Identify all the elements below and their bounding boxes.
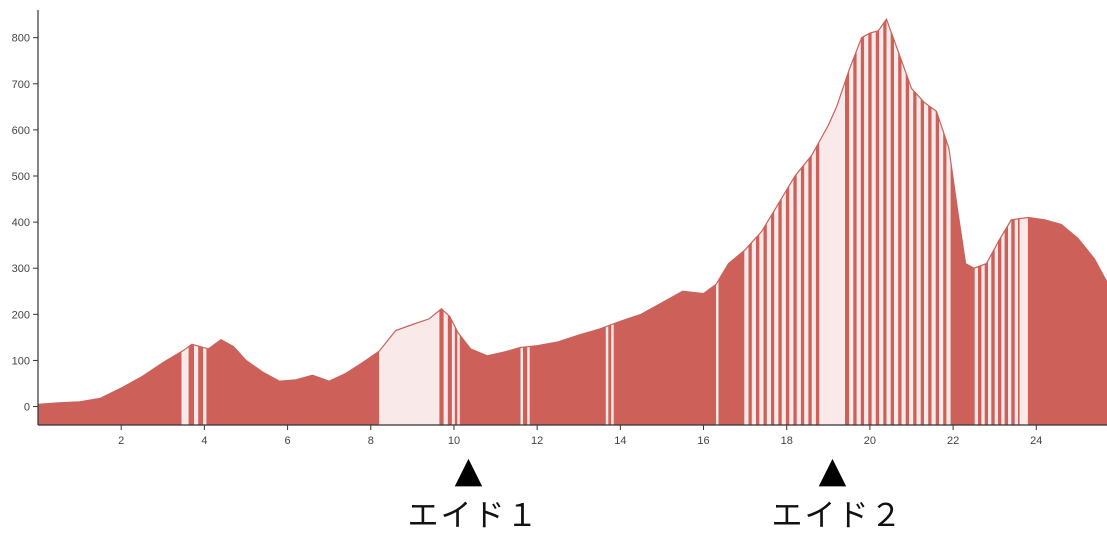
highlight-band <box>796 19 801 425</box>
x-tick-label: 14 <box>614 435 626 447</box>
highlight-band <box>759 19 764 425</box>
y-tick-label: 300 <box>12 263 30 275</box>
y-tick-label: 0 <box>24 402 30 414</box>
x-axis-ticks: 2 4 6 8 10 12 14 16 18 20 22 24 <box>118 425 1042 447</box>
x-tick-label: 10 <box>448 435 460 447</box>
highlight-band <box>527 19 530 425</box>
highlight-band <box>901 19 906 425</box>
highlight-band <box>894 19 899 425</box>
highlight-band <box>520 19 523 425</box>
highlight-band <box>879 19 884 425</box>
y-tick-label: 100 <box>12 355 30 367</box>
y-axis-ticks: 0 100 200 300 400 500 600 700 800 <box>12 33 38 414</box>
highlight-band <box>789 19 794 425</box>
x-tick-label: 8 <box>368 435 374 447</box>
highlight-band <box>804 19 809 425</box>
highlight-band <box>886 19 891 425</box>
highlight-band <box>924 19 929 425</box>
highlight-band <box>181 19 189 425</box>
highlight-band <box>611 19 614 425</box>
highlight-band <box>766 19 771 425</box>
highlight-band <box>931 19 936 425</box>
y-tick-label: 800 <box>12 33 30 45</box>
highlight-band <box>916 19 921 425</box>
x-tick-label: 12 <box>531 435 543 447</box>
highlight-band <box>946 19 951 425</box>
highlight-band <box>1001 19 1005 425</box>
y-tick-label: 200 <box>12 309 30 321</box>
aid-markers: ▲ ▲ <box>455 450 847 491</box>
highlight-band <box>1014 19 1018 425</box>
highlight-band <box>1008 19 1012 425</box>
highlight-band <box>744 19 749 425</box>
y-tick-label: 600 <box>12 125 30 137</box>
highlight-band <box>194 19 199 425</box>
x-tick-label: 20 <box>864 435 876 447</box>
x-tick-label: 4 <box>201 435 207 447</box>
aid-label: エイド１ <box>407 498 540 534</box>
highlight-band <box>981 19 985 425</box>
aid-label: エイド２ <box>771 498 904 534</box>
highlight-band <box>457 19 460 425</box>
highlight-band <box>774 19 779 425</box>
highlight-band <box>1019 19 1028 425</box>
highlight-band <box>203 19 207 425</box>
highlight-band <box>751 19 756 425</box>
highlight-band <box>849 19 854 425</box>
highlight-band <box>716 19 719 425</box>
highlight-band <box>811 19 816 425</box>
highlight-band <box>379 19 440 425</box>
highlight-band <box>856 19 861 425</box>
highlight-band <box>819 19 845 425</box>
highlight-band <box>871 19 876 425</box>
x-tick-label: 22 <box>947 435 959 447</box>
highlight-band <box>939 19 944 425</box>
highlight-band <box>605 19 609 425</box>
highlight-band <box>451 19 455 425</box>
x-tick-label: 24 <box>1030 435 1042 447</box>
highlight-band <box>909 19 914 425</box>
x-tick-label: 18 <box>781 435 793 447</box>
x-tick-label: 2 <box>118 435 124 447</box>
elevation-outline <box>37 17 1107 405</box>
highlight-band <box>974 19 978 425</box>
highlight-band <box>988 19 992 425</box>
y-tick-label: 700 <box>12 79 30 91</box>
y-tick-label: 400 <box>12 217 30 229</box>
x-tick-label: 16 <box>697 435 709 447</box>
aid-marker-triangle-icon: ▲ <box>819 450 847 491</box>
x-tick-label: 6 <box>285 435 291 447</box>
highlight-band <box>443 19 448 425</box>
y-tick-label: 500 <box>12 171 30 183</box>
highlight-band <box>781 19 786 425</box>
highlight-band <box>864 19 869 425</box>
highlight-band <box>994 19 998 425</box>
aid-marker-triangle-icon: ▲ <box>455 450 483 491</box>
